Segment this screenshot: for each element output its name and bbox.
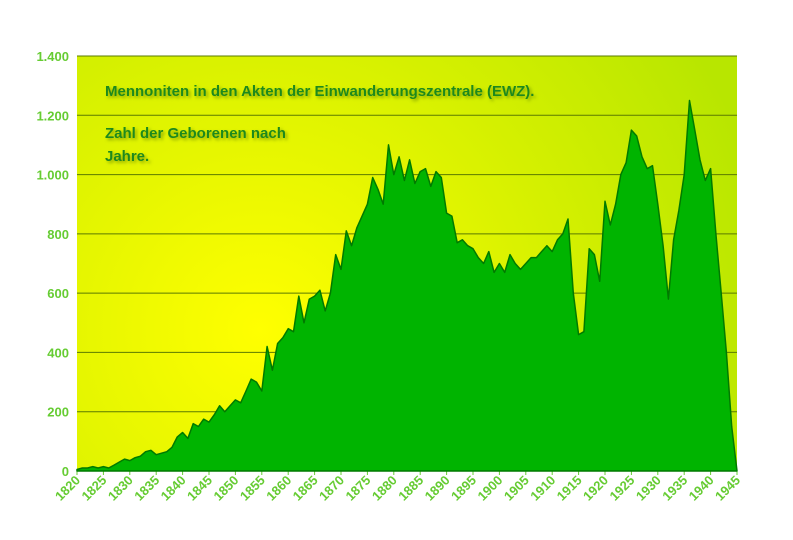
x-tick-label: 1910 — [527, 473, 558, 504]
x-tick-label: 1920 — [580, 473, 611, 504]
area — [76, 99, 738, 472]
x-tick-label: 1935 — [659, 473, 690, 504]
y-tick-label: 1.400 — [36, 49, 69, 64]
y-tick-label: 1.000 — [36, 168, 69, 183]
x-tick-label: 1830 — [105, 473, 136, 504]
x-tick-label: 1925 — [606, 473, 637, 504]
x-tick-label: 1870 — [316, 473, 347, 504]
x-tick-label: 1840 — [158, 473, 189, 504]
y-tick-label: 600 — [47, 286, 69, 301]
y-tick-label: 400 — [47, 345, 69, 360]
x-tick-label: 1895 — [448, 473, 479, 504]
annotation: Mennoniten in den Akten der Einwanderung… — [105, 83, 534, 100]
x-tick-label: 1880 — [369, 473, 400, 504]
y-tick-label: 800 — [47, 227, 69, 242]
x-tick-label: 1865 — [290, 473, 321, 504]
x-tick-label: 1945 — [712, 473, 743, 504]
x-tick-label: 1875 — [342, 473, 373, 504]
x-tick-label: 1900 — [474, 473, 505, 504]
x-tick-label: 1855 — [237, 473, 268, 504]
annotation: Zahl der Geborenen nach — [105, 125, 286, 142]
y-tick-label: 0 — [62, 464, 69, 479]
x-tick-label: 1860 — [263, 473, 294, 504]
x-tick-label: 1940 — [686, 473, 717, 504]
x-tick-label: 1820 — [52, 473, 83, 504]
annotation: Jahre. — [105, 148, 149, 165]
x-tick-label: 1825 — [78, 473, 109, 504]
x-tick-label: 1885 — [395, 473, 426, 504]
x-tick-label: 1850 — [210, 473, 241, 504]
x-tick-label: 1890 — [422, 473, 453, 504]
y-tick-label: 200 — [47, 405, 69, 420]
y-tick-label: 1.200 — [36, 108, 69, 123]
x-tick-label: 1845 — [184, 473, 215, 504]
x-tick-label: 1905 — [501, 473, 532, 504]
x-tick-label: 1835 — [131, 473, 162, 504]
x-tick-label: 1915 — [554, 473, 585, 504]
x-tick-label: 1930 — [633, 473, 664, 504]
